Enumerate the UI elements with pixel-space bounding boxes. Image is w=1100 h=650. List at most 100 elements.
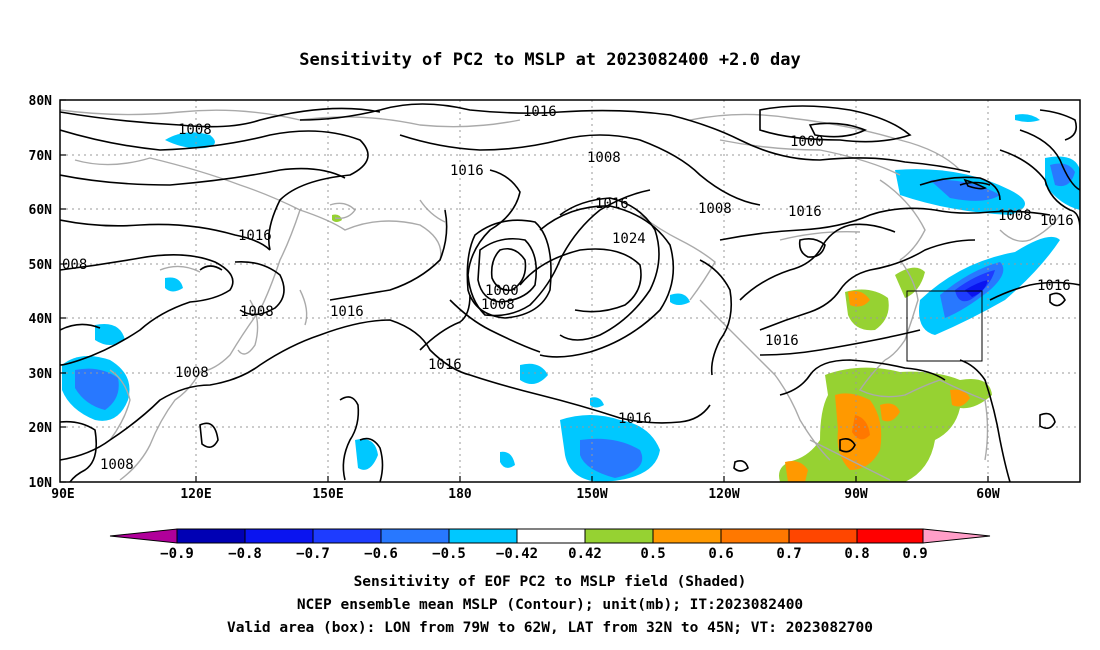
neg-patch <box>95 324 125 345</box>
contour-label: 1008 <box>175 365 209 381</box>
contour-label: 1000 <box>790 134 824 150</box>
contour-label: 1016 <box>1037 278 1071 294</box>
colorbar-segment <box>312 528 382 544</box>
valid-area-box <box>906 290 983 362</box>
neg-patch <box>1015 114 1040 122</box>
contour-label: 1008 <box>587 150 621 166</box>
contour-labels: 1008 1016 1008 1000 1016 1016 1024 1008 … <box>62 104 1074 473</box>
colorbar-tick: −0.5 <box>432 546 466 562</box>
neg-patch <box>165 132 215 149</box>
lon-label: 150E <box>312 487 343 502</box>
pos-core <box>880 403 900 422</box>
sensitivity-shading <box>62 114 1080 482</box>
contour-label: 1008 <box>240 304 274 320</box>
lat-label: 60N <box>29 203 53 218</box>
colorbar-segment <box>652 528 722 544</box>
lon-label: 90E <box>51 487 74 502</box>
lat-label: 50N <box>29 258 53 273</box>
contour-label: 1008 <box>100 457 134 473</box>
caption-valid-area: Valid area (box): LON from 79W to 62W, L… <box>226 620 873 636</box>
contour-label: 1016 <box>330 304 364 320</box>
colorbar-tip-high <box>922 528 991 544</box>
colorbar-tip-low <box>109 528 178 544</box>
lat-label: 40N <box>29 312 53 327</box>
contour-label: 1008 <box>178 122 212 138</box>
pos-patch <box>779 367 992 482</box>
colorbar-tick: 0.42 <box>568 546 602 562</box>
lon-label: 60W <box>976 487 1000 502</box>
neg-core <box>930 179 1000 201</box>
contour-label: 1008 <box>998 208 1032 224</box>
colorbar-tick: −0.6 <box>364 546 398 562</box>
colorbar <box>109 528 991 544</box>
grid-lines <box>60 100 1080 482</box>
colorbar-segment <box>516 528 586 544</box>
colorbar-segment <box>176 528 246 544</box>
colorbar-tick: −0.8 <box>228 546 262 562</box>
colorbar-tick: −0.9 <box>160 546 194 562</box>
map-frame <box>59 99 1081 483</box>
lon-label: 90W <box>844 487 868 502</box>
mslp-contours <box>60 103 1080 482</box>
pos-core <box>852 415 870 440</box>
neg-patch <box>520 363 548 384</box>
contour-label: 1016 <box>428 357 462 373</box>
colorbar-tick: −0.7 <box>296 546 330 562</box>
contour-label: 1016 <box>788 204 822 220</box>
neg-core <box>75 368 119 410</box>
contour-label: 1000 <box>485 283 519 299</box>
neg-patch <box>590 397 604 408</box>
colorbar-segment <box>448 528 518 544</box>
colorbar-segment <box>244 528 314 544</box>
contour-label: 1008 <box>698 201 732 217</box>
colorbar-tick: 0.5 <box>640 546 665 562</box>
colorbar-segment <box>380 528 450 544</box>
neg-patch <box>670 293 690 305</box>
lat-label: 20N <box>29 421 53 436</box>
lon-label: 120W <box>708 487 739 502</box>
colorbar-tick: −0.42 <box>496 546 538 562</box>
contour-label: 1016 <box>595 196 629 212</box>
figure-title: Sensitivity of PC2 to MSLP at 2023082400… <box>299 50 801 70</box>
colorbar-ticks: −0.9 −0.8 −0.7 −0.6 −0.5 −0.42 0.42 0.5 … <box>160 546 928 562</box>
caption-contour: NCEP ensemble mean MSLP (Contour); unit(… <box>296 597 804 613</box>
colorbar-segment <box>788 528 858 544</box>
contour-label: 1016 <box>450 163 484 179</box>
contour-label: 1008 <box>481 297 515 313</box>
pos-core <box>785 461 808 482</box>
lat-label: 80N <box>29 94 53 109</box>
contour-label: 1016 <box>1040 213 1074 229</box>
longitude-labels: 90E 120E 150E 180 150W 120W 90W 60W <box>51 487 1000 502</box>
contour-label: 1016 <box>238 228 272 244</box>
colorbar-tick: 0.7 <box>776 546 801 562</box>
neg-patch <box>355 439 378 470</box>
contour-label: 1024 <box>612 231 646 247</box>
contour-label: 1016 <box>618 411 652 427</box>
pos-core <box>848 291 870 307</box>
pos-core <box>950 389 970 407</box>
colorbar-segment <box>720 528 790 544</box>
lat-label: 70N <box>29 149 53 164</box>
neg-core <box>580 438 643 478</box>
pos-patch <box>895 267 925 298</box>
colorbar-tick: 0.9 <box>902 546 927 562</box>
colorbar-segment <box>584 528 654 544</box>
lon-label: 150W <box>576 487 607 502</box>
lon-label: 120E <box>180 487 211 502</box>
colorbar-tick: 0.8 <box>844 546 869 562</box>
contour-label: 1016 <box>765 333 799 349</box>
neg-core <box>1050 163 1075 187</box>
contour-label: 1016 <box>523 104 557 120</box>
neg-core <box>965 280 988 297</box>
contour-label: 008 <box>62 257 87 273</box>
lat-label: 10N <box>29 476 53 491</box>
colorbar-segment <box>856 528 924 544</box>
lat-label: 30N <box>29 367 53 382</box>
axis-ticks <box>60 99 989 483</box>
neg-patch <box>165 277 183 292</box>
caption-shading: Sensitivity of EOF PC2 to MSLP field (Sh… <box>353 574 747 590</box>
lon-label: 180 <box>448 487 472 502</box>
latitude-labels: 80N 70N 60N 50N 40N 30N 20N 10N <box>29 94 53 491</box>
